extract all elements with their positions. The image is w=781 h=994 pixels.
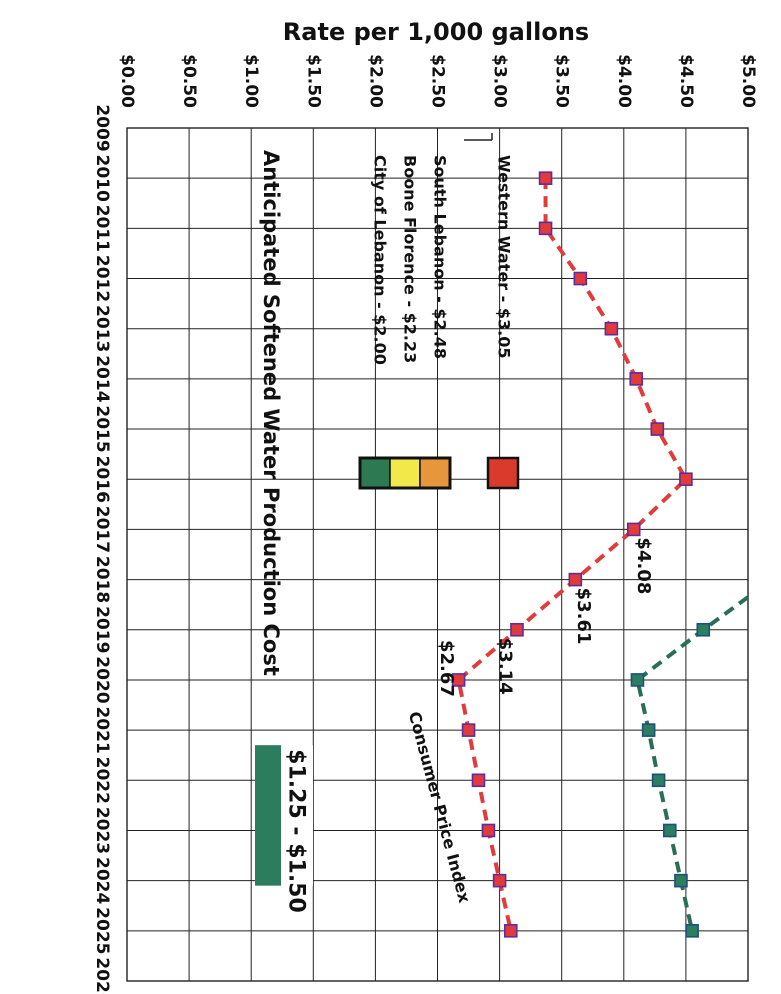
series-lines xyxy=(456,178,750,932)
legend-swatch-segment xyxy=(389,457,421,489)
legend-swatch-segment xyxy=(359,457,391,489)
data-label: $2.67 xyxy=(436,640,457,697)
value-tick-label: $1.50 xyxy=(303,54,323,108)
series-marker xyxy=(641,723,656,737)
legend-swatch-segment xyxy=(419,457,451,489)
year-tick-label: 2024 xyxy=(92,857,112,904)
value-tick-label: $1.00 xyxy=(241,54,261,108)
series-line xyxy=(635,595,750,932)
year-tick-label: 2025 xyxy=(92,907,112,954)
value-tick-label: $4.00 xyxy=(614,54,634,108)
series-marker xyxy=(471,773,486,788)
legend: Western Water - $3.05 South Lebanon - $2.… xyxy=(358,133,520,490)
band-title: Anticipated Softened Water Production Co… xyxy=(259,150,283,676)
series-marker xyxy=(568,572,583,587)
year-tick-label: 2009 xyxy=(92,104,112,151)
data-label: $3.61 xyxy=(573,588,594,645)
series-marker xyxy=(651,773,666,788)
value-tick-label: $2.50 xyxy=(428,54,448,108)
series-marker xyxy=(630,673,645,687)
series-marker xyxy=(629,372,644,386)
series-marker xyxy=(461,723,476,737)
tick-labels: $0.00 $0.50 $1.00 $1.50 $2.00 $2.50 $3.00 $3.50… xyxy=(92,54,758,994)
year-tick-label: 2010 xyxy=(92,155,112,202)
year-tick-label: 2017 xyxy=(92,506,112,553)
series-marker xyxy=(573,271,588,286)
data-label: $3.14 xyxy=(494,638,515,695)
year-tick-label: 2026 xyxy=(92,957,112,994)
series-marker xyxy=(696,622,711,637)
band-range-label: $1.25 - $1.50 xyxy=(284,749,309,913)
value-tick-label: $2.00 xyxy=(365,54,385,108)
series-marker xyxy=(481,823,496,838)
year-tick-label: 2015 xyxy=(92,405,112,452)
value-tick-label: $3.50 xyxy=(552,54,572,108)
value-tick-label: $0.00 xyxy=(117,54,137,108)
series-marker xyxy=(451,673,466,687)
value-tick-label: $4.50 xyxy=(676,54,696,108)
legend-swatch-western xyxy=(486,456,520,490)
series-markers xyxy=(451,171,711,938)
year-tick-label: 2012 xyxy=(92,255,112,302)
series-marker xyxy=(662,823,677,838)
series-marker xyxy=(538,171,553,185)
value-tick-label: $5.00 xyxy=(738,54,758,108)
series-marker xyxy=(604,321,619,336)
series-marker xyxy=(626,522,641,537)
series-marker xyxy=(492,873,507,888)
year-tick-label: 2020 xyxy=(92,656,112,703)
band-rect xyxy=(255,745,281,886)
series-marker xyxy=(685,924,699,938)
year-tick-label: 2021 xyxy=(92,706,112,753)
series-marker xyxy=(650,422,665,436)
legend-entry: South Lebanon - $2.48 xyxy=(431,155,450,359)
series-marker xyxy=(679,472,693,487)
series-marker xyxy=(538,221,553,236)
production-cost-band: $1.25 - $1.50 Anticipated Softened Water … xyxy=(255,150,313,913)
legend-entry: Western Water - $3.05 xyxy=(495,155,514,358)
data-label: $4.08 xyxy=(633,537,654,594)
value-tick-label: $0.50 xyxy=(179,54,199,108)
series-marker xyxy=(503,924,518,938)
legend-entry: City of Lebanon - $2.00 xyxy=(371,155,390,365)
year-tick-label: 2011 xyxy=(92,205,112,252)
value-tick-label: $3.00 xyxy=(490,54,510,108)
series-marker xyxy=(510,622,524,637)
legend-swatch-group xyxy=(358,456,452,490)
axis-title: Rate per 1,000 gallons xyxy=(283,18,589,46)
year-tick-label: 2016 xyxy=(92,456,112,503)
year-tick-label: 2014 xyxy=(92,355,112,402)
year-tick-label: 2018 xyxy=(92,556,112,603)
year-tick-label: 2022 xyxy=(92,757,112,804)
year-tick-label: 2023 xyxy=(92,807,112,854)
year-tick-label: 2019 xyxy=(92,606,112,653)
year-tick-label: 2013 xyxy=(92,305,112,352)
axis-title-group: Rate per 1,000 gallons xyxy=(283,18,589,46)
series-marker xyxy=(674,873,688,888)
legend-entry: Boone Florence - $2.23 xyxy=(401,155,420,363)
